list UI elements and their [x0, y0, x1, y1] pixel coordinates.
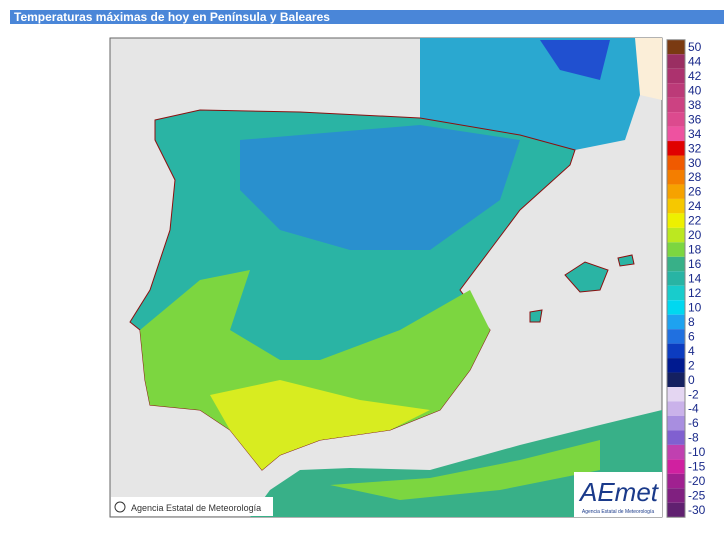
- hot-area: [210, 380, 430, 470]
- cool-area: [240, 125, 520, 250]
- legend-swatch: [667, 68, 685, 84]
- legend-label: -8: [688, 431, 699, 445]
- legend-label: -20: [688, 474, 706, 488]
- legend-label: -6: [688, 416, 699, 430]
- legend-swatch: [667, 459, 685, 474]
- legend-label: 6: [688, 329, 695, 343]
- legend-swatch: [667, 285, 685, 301]
- logo-box: [574, 472, 662, 517]
- legend-label: 14: [688, 272, 702, 286]
- legend-frame: [666, 39, 686, 518]
- legend-label: -25: [688, 489, 706, 503]
- legend-label: 44: [688, 54, 702, 68]
- legend-swatch: [667, 314, 685, 330]
- legend-swatch: [667, 155, 685, 170]
- legend-swatch: [667, 430, 685, 445]
- legend-swatch: [667, 97, 685, 113]
- legend-label: 2: [688, 358, 695, 372]
- legend-label: 38: [688, 98, 702, 112]
- legend-swatch: [667, 300, 685, 315]
- legend-label: 42: [688, 69, 702, 83]
- title-bar: Temperaturas máximas de hoy en Península…: [10, 10, 724, 24]
- legend-label: 16: [688, 257, 702, 271]
- legend-swatch: [667, 372, 685, 388]
- legend: 5044424038363432302826242220181614121086…: [666, 39, 706, 518]
- legend-label: -4: [688, 402, 699, 416]
- legend-label: 34: [688, 127, 702, 141]
- legend-label: 12: [688, 286, 702, 300]
- legend-swatch: [667, 169, 685, 185]
- logo-name: AEmet: [578, 477, 660, 507]
- legend-label: 26: [688, 185, 702, 199]
- legend-swatch: [667, 473, 685, 489]
- legend-label: -30: [688, 503, 706, 517]
- legend-swatch: [667, 488, 685, 503]
- legend-swatch: [667, 184, 685, 199]
- legend-label: 18: [688, 243, 702, 257]
- logo-subtitle: Agencia Estatal de Meteorología: [582, 509, 654, 515]
- legend-label: -2: [688, 387, 699, 401]
- legend-swatch: [667, 242, 685, 257]
- legend-swatch: [667, 126, 685, 142]
- cold-area: [540, 40, 610, 80]
- legend-label: 24: [688, 199, 702, 213]
- legend-swatch: [667, 227, 685, 243]
- legend-swatch: [667, 141, 685, 156]
- legend-label: 4: [688, 344, 695, 358]
- legend-swatch: [667, 198, 685, 214]
- legend-swatch: [667, 54, 685, 69]
- legend-label: 32: [688, 141, 702, 155]
- legend-label: 36: [688, 112, 702, 126]
- legend-swatch: [667, 112, 685, 127]
- legend-label: 30: [688, 156, 702, 170]
- legend-swatch: [667, 444, 685, 460]
- legend-swatch: [667, 343, 685, 359]
- legend-label: 10: [688, 300, 702, 314]
- legend-label: 22: [688, 214, 702, 228]
- legend-swatch: [667, 415, 685, 431]
- legend-label: 50: [688, 40, 702, 54]
- legend-swatch: [667, 271, 685, 286]
- legend-swatch: [667, 502, 685, 518]
- credit: Agencia Estatal de Meteorología: [131, 503, 261, 513]
- legend-label: 8: [688, 315, 695, 329]
- menorca: [617, 254, 635, 267]
- legend-label: 28: [688, 170, 702, 184]
- africa: [250, 410, 662, 517]
- legend-label: 0: [688, 373, 695, 387]
- legend-swatch: [667, 358, 685, 373]
- land-outside: [635, 38, 662, 100]
- copyright-icon: [114, 501, 126, 513]
- legend-swatch: [667, 83, 685, 98]
- legend-swatch: [667, 329, 685, 344]
- legend-swatch: [667, 401, 685, 416]
- africa-warm: [330, 440, 600, 500]
- mallorca: [564, 261, 609, 293]
- legend-swatch: [667, 256, 685, 272]
- legend-label: 40: [688, 83, 702, 97]
- legend-label: 20: [688, 228, 702, 242]
- legend-swatch: [667, 213, 685, 228]
- legend-label: -10: [688, 445, 706, 459]
- ibiza: [529, 309, 543, 323]
- legend-swatch: [667, 39, 685, 55]
- legend-label: -15: [688, 460, 706, 474]
- legend-swatch: [667, 387, 685, 402]
- credit-box: [111, 497, 273, 516]
